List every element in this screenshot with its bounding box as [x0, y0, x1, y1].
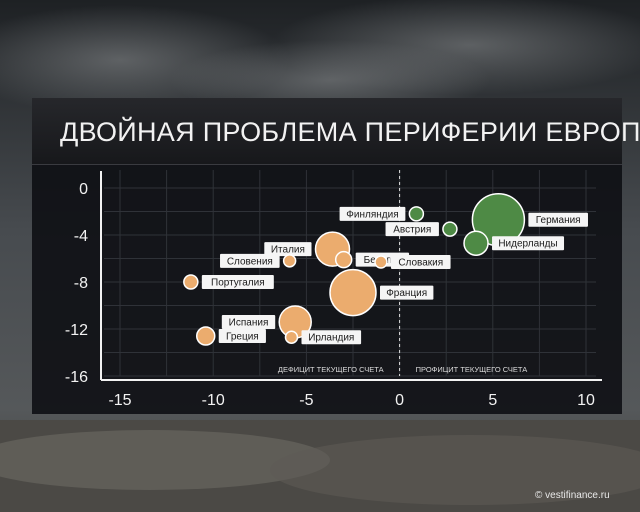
data-label: Австрия [393, 225, 431, 236]
bubble [334, 250, 353, 269]
data-label-box [264, 242, 312, 257]
data-label: Германия [536, 215, 581, 226]
chart-title: ДВОЙНАЯ ПРОБЛЕМА ПЕРИФЕРИИ ЕВРОПЫ [60, 117, 640, 147]
bubble [183, 274, 199, 290]
data-label: Ирландия [308, 333, 354, 344]
y-tick-label: -12 [65, 322, 88, 339]
bubble [374, 255, 388, 269]
bubble [329, 268, 377, 317]
data-label-box [221, 314, 276, 329]
data-label-box [492, 236, 565, 251]
data-label: Испания [229, 317, 269, 328]
deficit-annotation: ДЕФИЦИТ ТЕКУЩЕГО СЧЕТА [278, 365, 384, 374]
bubble [463, 230, 489, 256]
data-label-box [339, 206, 406, 221]
y-tick-label: -16 [65, 369, 88, 386]
data-label-box [201, 275, 274, 289]
data-label-box [220, 253, 280, 268]
surplus-annotation: ПРОФИЦИТ ТЕКУЩЕГО СЧЕТА [416, 365, 528, 374]
y-tick-label: 0 [79, 181, 88, 198]
data-label: Италия [271, 245, 305, 256]
x-tick-label: 0 [395, 392, 404, 409]
title-bar [32, 98, 622, 165]
data-label-box [390, 255, 451, 270]
data-label: Португалия [211, 278, 265, 289]
data-label: Словения [227, 256, 273, 267]
bubble [442, 221, 458, 237]
bubble [282, 254, 297, 268]
data-label-box [528, 212, 588, 227]
data-label-box [380, 285, 434, 300]
data-label: Франция [386, 288, 427, 299]
data-label: Греция [226, 332, 259, 343]
y-tick-label: -4 [74, 228, 88, 245]
bubble [284, 330, 299, 344]
bubble [408, 206, 425, 222]
data-label-box [218, 329, 266, 344]
data-label: Нидерланды [498, 239, 557, 250]
x-tick-label: -15 [108, 392, 131, 409]
data-label-box [385, 222, 439, 237]
x-tick-label: 10 [577, 392, 595, 409]
x-tick-label: -10 [202, 392, 225, 409]
data-label: Словакия [398, 258, 443, 269]
watermark: © vestifinance.ru [535, 490, 610, 501]
data-label-box [301, 330, 362, 345]
bubble [195, 326, 216, 346]
x-tick-label: -5 [299, 392, 313, 409]
x-tick-label: 5 [488, 392, 497, 409]
y-tick-label: -8 [74, 275, 88, 292]
data-label: Финляндия [346, 209, 398, 220]
